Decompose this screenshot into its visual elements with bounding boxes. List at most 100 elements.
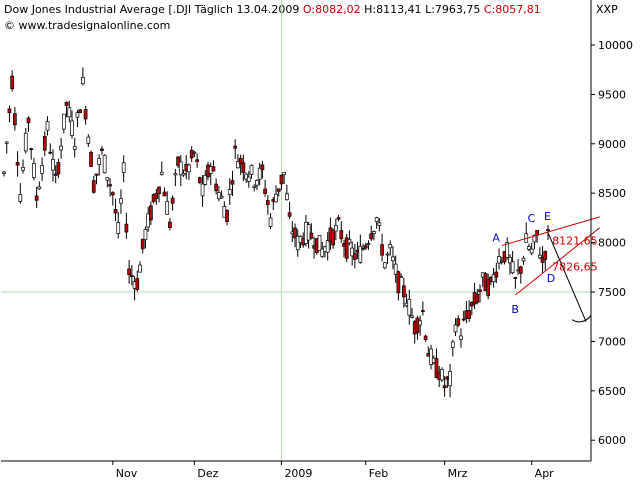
candle-body — [13, 113, 17, 126]
candle-body — [10, 75, 15, 90]
forecast-arrow-head — [571, 315, 592, 323]
candle-body — [178, 161, 183, 176]
candle-body — [230, 180, 235, 185]
candle-body — [214, 183, 219, 192]
candle-body — [124, 223, 129, 233]
wave-label: A — [492, 232, 500, 245]
grid-layer — [1, 0, 591, 461]
candle-body — [37, 186, 42, 190]
candle-body — [135, 278, 140, 290]
candle-body — [200, 183, 205, 197]
candle-body — [363, 245, 368, 249]
candle-body — [399, 276, 403, 278]
candle-body — [442, 385, 447, 389]
candle-body — [434, 357, 439, 378]
candle-body — [75, 112, 80, 118]
candle-body — [249, 165, 254, 175]
candle-body — [116, 222, 121, 234]
candle-body — [287, 212, 292, 217]
candle-body — [274, 193, 278, 203]
candle-body — [361, 247, 365, 250]
chart-header: Dow Jones Industrial Average [.DJI Tägli… — [4, 3, 541, 16]
candle-body — [260, 164, 265, 171]
candle-body — [154, 193, 159, 199]
candle-body — [263, 188, 267, 195]
y-tick-label: 9000 — [598, 138, 626, 151]
candle-body — [423, 335, 428, 341]
candle-body — [513, 277, 518, 279]
candle-body — [138, 264, 142, 273]
candle-body — [157, 186, 161, 194]
candle-body — [176, 156, 180, 166]
x-tick-label: Mrz — [448, 467, 468, 480]
candle-body — [265, 200, 270, 205]
candle-body — [252, 185, 257, 188]
x-tick-label: Nov — [116, 467, 138, 480]
instrument-title: Dow Jones Industrial Average [.DJI — [4, 3, 192, 16]
candle-body — [491, 274, 496, 283]
candle-body — [233, 145, 238, 149]
candle-body — [170, 197, 175, 204]
candle-body — [336, 217, 341, 220]
candle-body — [407, 298, 412, 316]
candle-body — [2, 171, 6, 174]
x-tick-label: 2009 — [284, 467, 312, 480]
candle-body — [418, 320, 423, 326]
upper-trendline — [501, 216, 600, 247]
candle-body — [78, 109, 83, 114]
candle-body — [388, 244, 393, 249]
forecast-arrow-line — [547, 232, 587, 322]
candle-body — [246, 176, 251, 182]
candle-body — [26, 117, 31, 124]
candle-body — [18, 194, 23, 202]
candle-body — [421, 310, 425, 312]
candle-body — [168, 221, 172, 228]
candle-body — [113, 209, 118, 214]
candle-body — [518, 266, 523, 274]
candle-body — [320, 248, 325, 257]
candle-body — [333, 225, 338, 232]
candle-body — [15, 162, 20, 166]
candle-body — [366, 243, 371, 246]
candle-body — [347, 239, 352, 244]
candle-body — [456, 318, 461, 326]
candle-body — [257, 167, 262, 180]
candle-body — [143, 228, 148, 240]
candle-body — [410, 315, 414, 318]
candle-body — [285, 193, 289, 201]
x-tick-label: Apr — [535, 467, 555, 480]
candle-body — [64, 102, 69, 106]
candle-body — [339, 230, 344, 240]
candle-body — [508, 257, 512, 264]
candle-body — [203, 175, 208, 185]
price-label: 7826,65 — [552, 260, 598, 273]
candle-body — [192, 151, 197, 154]
candle-body — [51, 159, 55, 171]
candle-body — [181, 172, 186, 176]
candle-body — [217, 192, 221, 200]
candle-body — [306, 224, 311, 241]
candle-body — [48, 151, 53, 154]
candle-body — [527, 246, 531, 250]
candle-body — [105, 177, 110, 181]
candle-body — [401, 285, 406, 298]
candle-body — [195, 159, 199, 162]
candle-body — [478, 289, 482, 292]
candle-body — [510, 261, 515, 274]
candle-body — [393, 263, 398, 275]
candle-body — [459, 335, 463, 340]
open-value: O:8082,02 — [302, 3, 361, 16]
candle-body — [140, 238, 145, 250]
candle-body — [219, 195, 224, 199]
candle-body — [244, 173, 248, 180]
candle-body — [529, 248, 534, 254]
candle-body — [86, 136, 91, 144]
low-value: L:7963,75 — [425, 3, 481, 16]
y-tick-label: 6000 — [598, 434, 626, 447]
candle-body — [108, 184, 112, 187]
candle-body — [42, 136, 47, 151]
candle-body — [189, 149, 194, 159]
lower-trendline — [515, 227, 600, 296]
